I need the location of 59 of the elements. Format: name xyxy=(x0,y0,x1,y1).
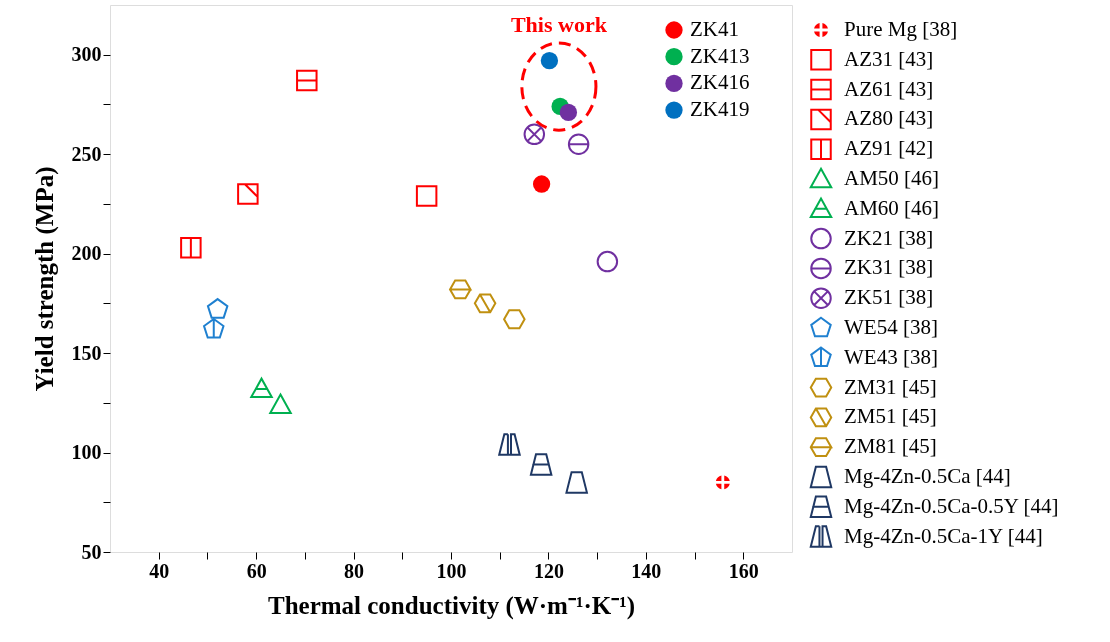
point xyxy=(237,183,259,205)
y-axis-title: Yield strength (MPa) xyxy=(30,166,59,392)
point xyxy=(415,185,438,207)
legend-label: ZM81 [45] xyxy=(844,434,937,459)
point xyxy=(559,103,578,122)
annotation: This work xyxy=(510,11,608,37)
legend-label: AM60 [46] xyxy=(844,195,940,220)
x-axis-title: Thermal conductivity (W·m⁻¹·K⁻¹) xyxy=(267,591,636,620)
x-tick-label: 80 xyxy=(344,559,365,582)
legend-label: ZK419 xyxy=(690,97,750,122)
y-tick-label: 100 xyxy=(71,441,102,464)
x-tick-label: 40 xyxy=(149,559,170,582)
legend-label: ZK416 xyxy=(690,70,750,95)
point xyxy=(523,123,546,146)
point xyxy=(206,298,229,319)
x-tick-label: 160 xyxy=(728,559,759,582)
point xyxy=(269,393,292,415)
legend-label: ZM51 [45] xyxy=(844,404,937,429)
point xyxy=(529,453,553,476)
point xyxy=(565,471,588,494)
legend-label: ZK31 [38] xyxy=(844,255,934,280)
y-tick-label: 200 xyxy=(71,242,102,265)
legend-label: ZM31 [45] xyxy=(844,374,937,399)
point xyxy=(203,317,225,339)
y-tick-label: 50 xyxy=(81,540,102,563)
legend-label: AZ80 [43] xyxy=(844,106,934,131)
legend-label: AZ61 [43] xyxy=(844,76,934,101)
legend-label: ZK41 xyxy=(690,17,739,41)
x-tick-label: 100 xyxy=(436,559,467,582)
y-tick-label: 150 xyxy=(71,341,102,364)
legend-label: Pure Mg [38] xyxy=(844,17,958,41)
legend-label: ZK51 [38] xyxy=(844,285,934,310)
legend-label: Mg-4Zn-0.5Ca-0.5Y [44] xyxy=(844,493,1059,518)
legend-label: AZ31 [43] xyxy=(844,46,934,71)
point xyxy=(540,52,559,70)
point xyxy=(250,377,273,399)
x-tick-label: 60 xyxy=(246,559,267,582)
legend-label: AM50 [46] xyxy=(844,166,940,190)
x-tick-label: 140 xyxy=(631,559,662,582)
point xyxy=(532,175,551,193)
point xyxy=(449,279,472,300)
point xyxy=(503,309,526,330)
legend-label: WE54 [38] xyxy=(844,315,938,339)
point xyxy=(596,250,619,273)
legend-label: Mg-4Zn-0.5Ca-1Y [44] xyxy=(844,523,1043,548)
y-tick-label: 300 xyxy=(71,43,102,66)
legend-label: Mg-4Zn-0.5Ca [44] xyxy=(844,464,1011,488)
x-tick-label: 120 xyxy=(533,559,564,582)
point xyxy=(473,293,497,314)
legend-label: ZK413 xyxy=(690,43,750,68)
y-tick-label: 250 xyxy=(71,142,102,165)
point xyxy=(567,133,590,155)
point xyxy=(296,69,318,92)
point xyxy=(715,475,730,490)
legend-label: AZ91 [42] xyxy=(844,136,934,161)
legend-label: WE43 [38] xyxy=(844,344,938,369)
point xyxy=(180,236,202,259)
legend-label: ZK21 [38] xyxy=(844,225,934,250)
point xyxy=(498,433,521,456)
